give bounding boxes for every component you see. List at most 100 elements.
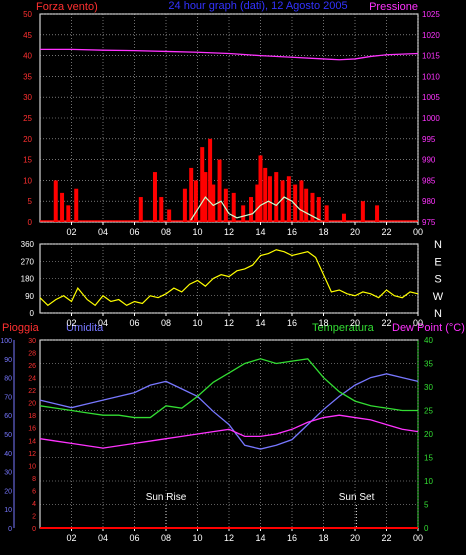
wind-gust-bar (293, 184, 298, 222)
direction-ytick-label: 0 (30, 309, 35, 318)
wind-gust-bar (324, 205, 329, 222)
humidity-ytick-label: 70 (4, 394, 12, 401)
wind-gust-bar (211, 184, 216, 222)
humidity-ytick-label: 50 (4, 432, 12, 439)
sun-rise-label: Sun Rise (146, 492, 187, 503)
pressure-ytick-label: 980 (422, 197, 436, 206)
temp-xtick-label: 02 (66, 533, 76, 543)
temp-ytick-label: 30 (424, 383, 433, 392)
temperature-axis-title: Temperatura (312, 322, 375, 334)
temp-ytick-label: 10 (424, 477, 433, 486)
temp-ytick-label: 20 (424, 430, 433, 439)
wind-xtick-label: 16 (287, 227, 297, 237)
temp-xtick-label: 04 (98, 533, 108, 543)
temp-xtick-label: 18 (318, 533, 328, 543)
rain-axis-title: Pioggia (2, 322, 40, 334)
pressure-axis-title: Pressione (369, 1, 418, 13)
wind-axis-title: Forza vento) (36, 1, 98, 13)
wind-xtick-label: 10 (192, 227, 202, 237)
wind-gust-bar (267, 176, 272, 222)
wind-gust-bar (274, 172, 279, 222)
wind-xtick-label: 04 (98, 227, 108, 237)
wind-gust-bar (299, 180, 304, 222)
rain-ytick-label: 30 (28, 338, 36, 345)
wind-gust-bar (360, 201, 365, 222)
direction-xtick-label: 22 (381, 318, 391, 328)
humidity-line (39, 373, 419, 450)
wind-gust-bar (66, 205, 71, 222)
wind-gust-bar (74, 188, 79, 222)
rain-ytick-label: 4 (32, 501, 36, 508)
wind-xtick-label: 02 (66, 227, 76, 237)
wind-xtick-label: 20 (350, 227, 360, 237)
compass-label: N (434, 308, 442, 320)
humidity-ytick-label: 40 (4, 451, 12, 458)
direction-ytick-label: 180 (21, 275, 35, 284)
direction-xtick-label: 08 (161, 318, 171, 328)
dewpoint-line (39, 414, 419, 449)
wind-xtick-label: 22 (381, 227, 391, 237)
wind-avg-line (189, 196, 324, 223)
pressure-ytick-label: 1010 (422, 72, 440, 81)
rain-ytick-label: 2 (32, 513, 36, 520)
direction-xtick-label: 18 (318, 318, 328, 328)
wind-ytick-label: 35 (23, 72, 32, 81)
wind-gust-bar (249, 197, 254, 222)
direction-xtick-label: 12 (224, 318, 234, 328)
humidity-ytick-label: 60 (4, 413, 12, 420)
wind-gust-bar (152, 172, 157, 222)
wind-gust-bar (193, 180, 198, 222)
graph-title: 24 hour graph (dati), 12 Agosto 2005 (168, 0, 347, 12)
dewpoint-axis-title: Dew Point (°C) (392, 322, 465, 334)
temp-xtick-label: 10 (192, 533, 202, 543)
compass-label: E (434, 256, 441, 268)
wind-ytick-label: 40 (23, 52, 32, 61)
temp-ytick-label: 40 (424, 336, 433, 345)
wind-ytick-label: 30 (23, 93, 32, 102)
wind-xtick-label: 18 (318, 227, 328, 237)
humidity-ytick-label: 30 (4, 470, 12, 477)
temp-xtick-label: 08 (161, 533, 171, 543)
compass-label: W (433, 291, 444, 303)
wind-gust-bar (255, 184, 260, 222)
rain-ytick-label: 6 (32, 488, 36, 495)
wind-ytick-label: 15 (23, 156, 32, 165)
temp-xtick-label: 16 (287, 533, 297, 543)
rain-ytick-label: 24 (28, 376, 36, 383)
wind-gust-bar (138, 197, 143, 222)
compass-label: S (434, 274, 441, 286)
humidity-ytick-label: 100 (0, 338, 12, 345)
humidity-ytick-label: 0 (8, 526, 12, 533)
sun-set-label: Sun Set (339, 492, 375, 503)
temp-ytick-label: 15 (424, 454, 433, 463)
temp-xtick-label: 22 (381, 533, 391, 543)
rain-ytick-label: 16 (28, 426, 36, 433)
wind-gust-bar (316, 197, 321, 222)
pressure-ytick-label: 1015 (422, 52, 440, 61)
wind-gust-bar (182, 188, 187, 222)
pressure-ytick-label: 995 (422, 135, 436, 144)
pressure-ytick-label: 990 (422, 156, 436, 165)
pressure-ytick-label: 1025 (422, 10, 440, 19)
pressure-line (40, 48, 419, 61)
rain-ytick-label: 26 (28, 363, 36, 370)
rain-ytick-label: 12 (28, 451, 36, 458)
rain-ytick-label: 0 (32, 526, 36, 533)
wind-gust-bar (53, 180, 58, 222)
wind-gust-bar (304, 188, 309, 222)
wind-gust-bar (231, 192, 236, 222)
wind-xtick-label: 12 (224, 227, 234, 237)
rain-ytick-label: 18 (28, 413, 36, 420)
temp-xtick-label: 12 (224, 533, 234, 543)
temperature-line (39, 358, 418, 419)
pressure-ytick-label: 1020 (422, 31, 440, 40)
wind-ytick-label: 20 (23, 135, 32, 144)
wind-gust-bar (159, 197, 164, 222)
wind-ytick-label: 5 (28, 197, 33, 206)
humidity-ytick-label: 20 (4, 488, 12, 495)
pressure-ytick-label: 975 (422, 218, 436, 227)
wind-ytick-label: 45 (23, 31, 32, 40)
direction-xtick-label: 16 (287, 318, 297, 328)
